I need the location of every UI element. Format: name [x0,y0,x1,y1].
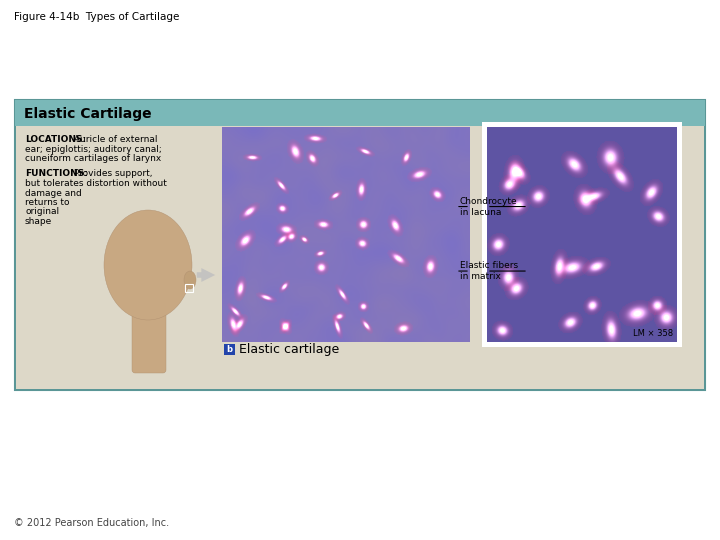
Text: but tolerates distortion without: but tolerates distortion without [25,179,167,188]
Text: Elastic cartilage: Elastic cartilage [239,343,339,356]
Bar [16,126,704,389]
Text: Provides support,: Provides support, [71,170,153,179]
Text: LM × 358: LM × 358 [633,329,673,338]
Text: original: original [25,207,59,217]
Text: cuneiform cartilages of larynx: cuneiform cartilages of larynx [25,154,161,163]
Ellipse shape [104,210,192,320]
Text: Auricle of external: Auricle of external [71,135,158,144]
Text: Chondrocyte: Chondrocyte [460,197,518,206]
Text: b: b [227,345,233,354]
Text: Elastic fibers: Elastic fibers [460,261,518,270]
Bar [482,122,682,347]
Text: LOCATIONS:: LOCATIONS: [25,135,86,144]
Text: ear; epiglottis; auditory canal;: ear; epiglottis; auditory canal; [25,145,162,153]
Text: Figure 4-14b  Types of Cartilage: Figure 4-14b Types of Cartilage [14,12,179,22]
Text: in lacuna: in lacuna [460,207,501,217]
Text: © 2012 Pearson Education, Inc.: © 2012 Pearson Education, Inc. [14,518,169,528]
Bar [15,100,705,126]
Text: damage and: damage and [25,188,82,198]
Text: Elastic Cartilage: Elastic Cartilage [24,107,152,121]
Bar [15,100,705,390]
Bar [185,284,193,292]
FancyArrowPatch shape [197,268,215,282]
Text: returns to: returns to [25,198,70,207]
FancyBboxPatch shape [132,312,166,373]
Text: in matrix: in matrix [460,272,501,281]
Ellipse shape [184,271,196,289]
Text: shape: shape [25,217,53,226]
Bar [224,344,235,355]
Text: FUNCTIONS:: FUNCTIONS: [25,170,88,179]
